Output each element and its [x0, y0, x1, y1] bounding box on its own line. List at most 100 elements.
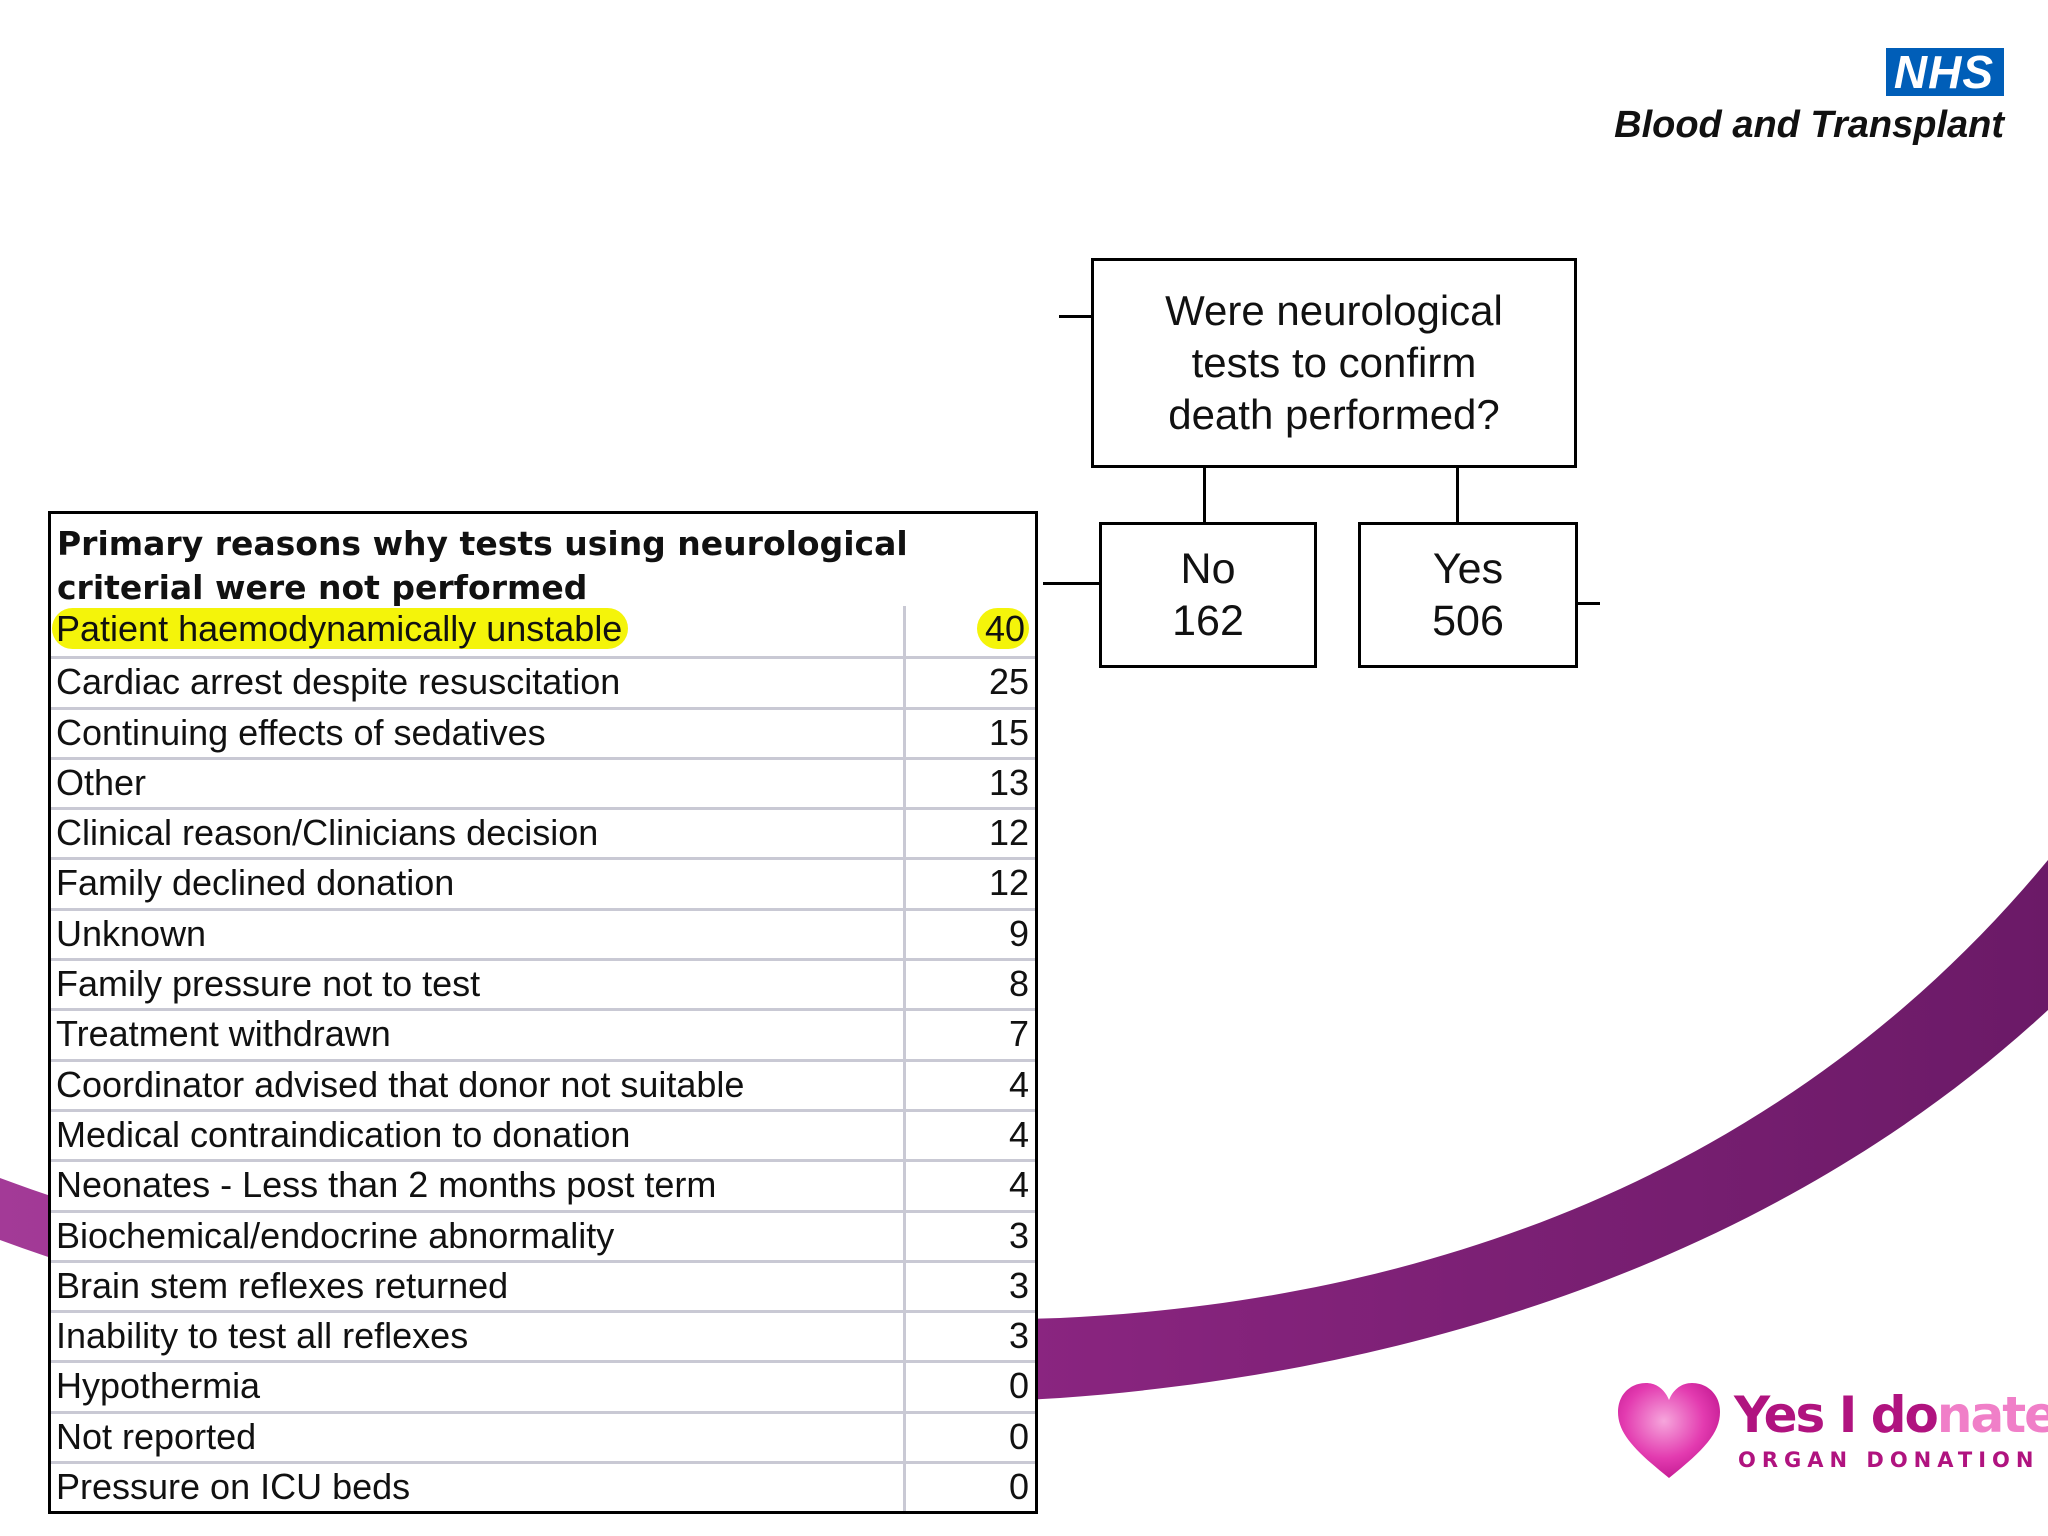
count-cell: 4 — [906, 1162, 1035, 1209]
count-cell: 0 — [906, 1414, 1035, 1461]
connector-line — [1456, 467, 1459, 523]
nhs-badge: NHS — [1885, 48, 2004, 96]
count-text: 7 — [1008, 1013, 1029, 1055]
count-text: 13 — [988, 761, 1029, 803]
nhs-organisation-name: Blood and Transplant — [1614, 104, 2004, 146]
answer-yes-box: Yes 506 — [1358, 522, 1578, 668]
table-row: Unknown 9 — [51, 907, 1035, 959]
count-cell: 4 — [906, 1112, 1035, 1159]
reason-text: Not reported — [56, 1415, 257, 1457]
reason-cell: Unknown — [51, 910, 906, 959]
count-cell: 0 — [906, 1464, 1035, 1511]
count-text: 9 — [1008, 912, 1029, 954]
count-text: 0 — [1008, 1365, 1029, 1407]
count-text: 3 — [1008, 1214, 1029, 1256]
reason-cell: Continuing effects of sedatives — [51, 709, 906, 757]
table-row: Treatment withdrawn 7 — [51, 1008, 1035, 1059]
reason-cell: Biochemical/endocrine abnormality — [51, 1212, 906, 1260]
count-cell: 4 — [906, 1062, 1035, 1109]
reason-cell: Clinical reason/Clinicians decision — [51, 810, 906, 858]
table-header: Primary reasons why tests using neurolog… — [57, 524, 908, 607]
count-cell: 12 — [906, 860, 1035, 907]
count-cell: 13 — [906, 760, 1035, 807]
reason-cell: Family pressure not to test — [51, 961, 906, 1009]
reason-text: Medical contraindication to donation — [56, 1113, 631, 1155]
reason-text: Unknown — [56, 912, 207, 954]
count-cell: 3 — [906, 1213, 1035, 1260]
question-line: tests to confirm — [1191, 339, 1477, 386]
count-text: 3 — [1008, 1315, 1029, 1357]
yes-i-donate-logo: Yes I donate ORGAN DONATION — [1614, 1378, 2048, 1488]
reason-text: Coordinator advised that donor not suita… — [56, 1063, 745, 1105]
table-row: Inability to test all reflexes 3 — [51, 1310, 1035, 1361]
reason-text: Treatment withdrawn — [56, 1013, 391, 1055]
reason-text: Neonates - Less than 2 months post term — [56, 1164, 717, 1206]
reason-cell: Medical contraindication to donation — [51, 1111, 906, 1160]
reason-text: Patient haemodynamically unstable — [52, 608, 629, 649]
count-text: 12 — [988, 812, 1029, 854]
answer-no-label: No — [1180, 545, 1236, 593]
reason-cell: Other — [51, 759, 906, 808]
reason-text: Family declined donation — [56, 862, 455, 904]
answer-no-box: No 162 — [1099, 522, 1317, 668]
reason-text: Other — [56, 761, 147, 803]
reason-cell: Neonates - Less than 2 months post term — [51, 1162, 906, 1210]
count-text: 4 — [1008, 1164, 1029, 1206]
table-row: Family declined donation 12 — [51, 857, 1035, 908]
count-cell: 12 — [906, 810, 1035, 857]
table-row: Biochemical/endocrine abnormality 3 — [51, 1209, 1035, 1260]
connector-line — [1203, 467, 1206, 523]
count-text: 0 — [1008, 1466, 1029, 1508]
table-row: Family pressure not to test 8 — [51, 958, 1035, 1009]
nhs-logo: NHS Blood and Transplant — [1614, 48, 2004, 147]
question-box: Were neurological tests to confirm death… — [1091, 258, 1577, 468]
question-line: Were neurological — [1165, 287, 1503, 334]
count-cell: 8 — [906, 961, 1035, 1008]
reason-text: Clinical reason/Clinicians decision — [56, 812, 599, 854]
reason-cell: Coordinator advised that donor not suita… — [51, 1061, 906, 1109]
reason-text: Family pressure not to test — [56, 963, 481, 1005]
count-text: 8 — [1008, 963, 1029, 1005]
table-row: Patient haemodynamically unstable 40 — [51, 606, 1035, 657]
count-text: 4 — [1008, 1113, 1029, 1155]
count-cell: 9 — [906, 911, 1035, 958]
table-rows: Patient haemodynamically unstable 40 Cardi… — [51, 606, 1035, 1512]
table-row: Hypothermia 0 — [51, 1360, 1035, 1411]
reason-cell: Pressure on ICU beds — [51, 1464, 906, 1512]
table-row: Medical contraindication to donation 4 — [51, 1108, 1035, 1160]
question-line: death performed? — [1168, 391, 1500, 438]
campaign-name-faded: nate — [1936, 1386, 2048, 1444]
count-text: 0 — [1008, 1415, 1029, 1457]
campaign-subtitle: ORGAN DONATION — [1738, 1448, 2040, 1472]
count-text: 25 — [988, 661, 1029, 703]
count-cell: 3 — [906, 1263, 1035, 1310]
reason-text: Brain stem reflexes returned — [56, 1264, 509, 1306]
reasons-table: Primary reasons why tests using neurolog… — [48, 511, 1038, 1515]
reason-cell: Treatment withdrawn — [51, 1011, 906, 1059]
count-cell: 25 — [906, 659, 1035, 706]
reason-cell: Not reported — [51, 1413, 906, 1462]
table-row: Cardiac arrest despite resuscitation 25 — [51, 656, 1035, 707]
count-cell: 7 — [906, 1011, 1035, 1058]
reason-text: Continuing effects of sedatives — [56, 711, 546, 753]
reason-text: Pressure on ICU beds — [56, 1466, 411, 1508]
reason-cell: Family declined donation — [51, 860, 906, 908]
table-row: Other 13 — [51, 756, 1035, 808]
reason-text: Cardiac arrest despite resuscitation — [56, 661, 621, 703]
count-text: 15 — [988, 711, 1029, 753]
table-row: Pressure on ICU beds 0 — [51, 1461, 1035, 1512]
table-row: Not reported 0 — [51, 1410, 1035, 1462]
reason-cell: Cardiac arrest despite resuscitation — [51, 659, 906, 707]
table-row: Clinical reason/Clinicians decision 12 — [51, 807, 1035, 858]
count-text: 4 — [1008, 1063, 1029, 1105]
campaign-name-strong: Yes I do — [1734, 1386, 1939, 1444]
campaign-name: Yes I donate — [1734, 1386, 2048, 1444]
connector-line — [1578, 602, 1600, 605]
reason-text: Biochemical/endocrine abnormality — [56, 1214, 615, 1256]
count-cell: 40 — [906, 606, 1035, 656]
count-text: 40 — [976, 608, 1029, 649]
count-cell: 0 — [906, 1363, 1035, 1410]
connector-line — [1059, 315, 1092, 318]
